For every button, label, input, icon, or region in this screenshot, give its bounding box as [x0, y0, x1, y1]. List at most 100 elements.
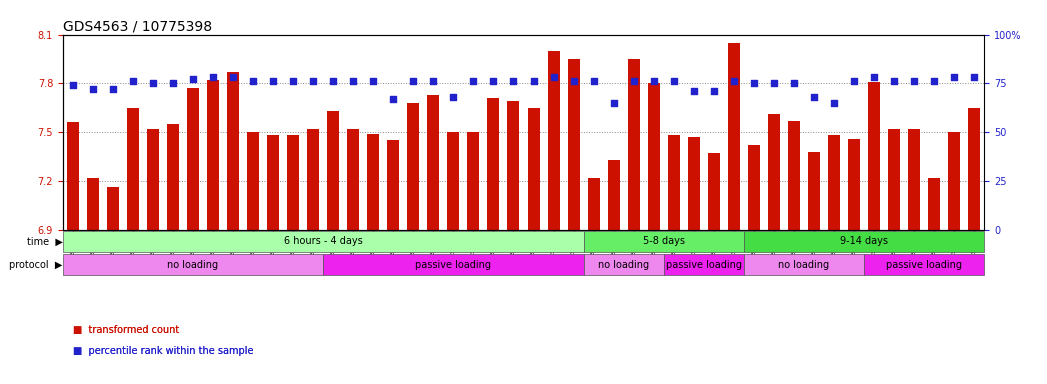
Bar	[367, 134, 379, 230]
Bar	[708, 153, 719, 230]
Bar	[467, 132, 480, 230]
Point	[645, 78, 662, 84]
Point	[706, 88, 722, 94]
Text: passive loading: passive loading	[886, 260, 962, 270]
Point	[105, 86, 121, 92]
Bar	[127, 108, 139, 230]
Bar	[87, 178, 98, 230]
Point	[565, 78, 582, 84]
Bar	[648, 83, 660, 230]
Point	[926, 78, 942, 84]
Point	[325, 78, 341, 84]
Point	[785, 80, 802, 86]
Bar	[307, 129, 319, 230]
Bar	[627, 59, 640, 230]
Point	[805, 94, 822, 100]
Point	[965, 74, 982, 81]
Bar	[387, 140, 399, 230]
Point	[204, 74, 221, 81]
Bar	[548, 51, 559, 230]
Point	[745, 80, 762, 86]
Point	[726, 78, 742, 84]
Text: 9-14 days: 9-14 days	[840, 237, 888, 247]
Text: ■  transformed count: ■ transformed count	[73, 325, 179, 335]
Bar	[968, 108, 980, 230]
Point	[305, 78, 321, 84]
Point	[765, 80, 782, 86]
Point	[465, 78, 482, 84]
Text: ■  percentile rank within the sample: ■ percentile rank within the sample	[73, 346, 253, 356]
Bar	[267, 135, 280, 230]
Bar	[567, 59, 580, 230]
Bar	[508, 101, 519, 230]
Bar	[848, 139, 860, 230]
Point	[505, 78, 521, 84]
Bar	[928, 178, 940, 230]
Bar	[147, 129, 159, 230]
FancyBboxPatch shape	[743, 231, 984, 252]
Text: ■  percentile rank within the sample: ■ percentile rank within the sample	[73, 346, 253, 356]
Bar	[247, 132, 259, 230]
Point	[125, 78, 141, 84]
Text: no loading: no loading	[598, 260, 649, 270]
Bar	[607, 160, 620, 230]
Text: no loading: no loading	[778, 260, 829, 270]
Point	[405, 78, 422, 84]
Point	[945, 74, 962, 81]
Point	[866, 74, 883, 81]
Point	[526, 78, 542, 84]
Text: 6 hours - 4 days: 6 hours - 4 days	[284, 237, 362, 247]
Point	[686, 88, 703, 94]
Bar	[688, 137, 699, 230]
Text: time  ▶: time ▶	[27, 237, 63, 247]
Point	[886, 78, 903, 84]
FancyBboxPatch shape	[864, 254, 984, 275]
Bar	[888, 129, 900, 230]
Bar	[788, 121, 800, 230]
Bar	[187, 88, 199, 230]
Point	[625, 78, 642, 84]
Bar	[348, 129, 359, 230]
Bar	[488, 98, 499, 230]
Point	[144, 80, 161, 86]
FancyBboxPatch shape	[583, 231, 743, 252]
Point	[385, 96, 402, 102]
Point	[585, 78, 602, 84]
FancyBboxPatch shape	[63, 231, 583, 252]
Point	[485, 78, 502, 84]
Point	[846, 78, 863, 84]
Point	[445, 94, 462, 100]
FancyBboxPatch shape	[63, 254, 324, 275]
Point	[545, 74, 562, 81]
Bar	[868, 82, 881, 230]
Point	[225, 74, 242, 81]
Point	[285, 78, 302, 84]
FancyBboxPatch shape	[743, 254, 864, 275]
Bar	[949, 132, 960, 230]
Point	[605, 100, 622, 106]
Bar	[447, 132, 460, 230]
Bar	[748, 145, 760, 230]
Bar	[227, 72, 239, 230]
Text: ■  transformed count: ■ transformed count	[73, 325, 179, 335]
Point	[826, 100, 843, 106]
Point	[425, 78, 442, 84]
Point	[65, 82, 82, 88]
Bar	[407, 103, 420, 230]
Bar	[287, 135, 299, 230]
Bar	[828, 135, 840, 230]
Point	[85, 86, 102, 92]
Point	[184, 76, 201, 83]
Bar	[166, 124, 179, 230]
Text: protocol  ▶: protocol ▶	[9, 260, 63, 270]
Text: no loading: no loading	[168, 260, 219, 270]
FancyBboxPatch shape	[664, 254, 743, 275]
Bar	[808, 152, 820, 230]
Point	[665, 78, 682, 84]
Point	[164, 80, 181, 86]
Point	[265, 78, 282, 84]
Text: GDS4563 / 10775398: GDS4563 / 10775398	[63, 20, 211, 33]
Bar	[668, 135, 680, 230]
Bar	[728, 43, 740, 230]
Bar	[67, 122, 79, 230]
